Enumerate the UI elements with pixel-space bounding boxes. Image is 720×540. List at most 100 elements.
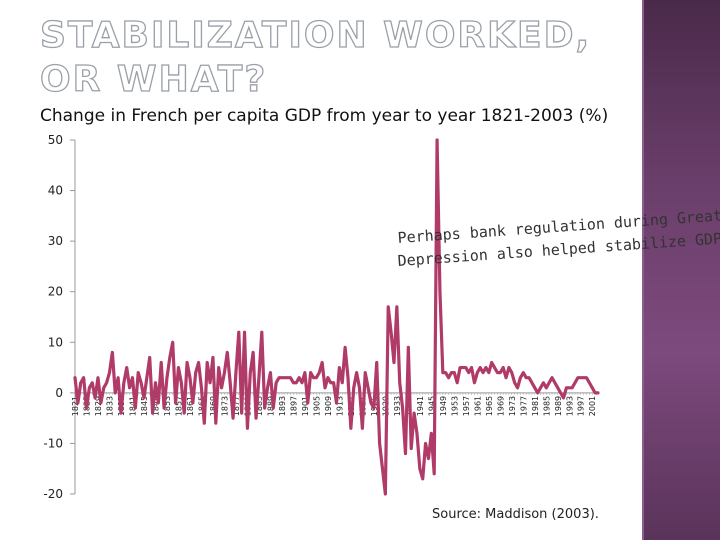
data-point (237, 331, 240, 333)
data-point (183, 412, 185, 414)
data-point (246, 427, 249, 430)
data-point (249, 371, 252, 374)
data-point (97, 376, 99, 379)
data-point (519, 376, 522, 379)
data-point (577, 376, 579, 379)
data-point (131, 376, 134, 379)
data-point (485, 366, 487, 369)
data-point (508, 366, 510, 369)
y-tick-label: 10 (48, 335, 63, 349)
data-point (444, 371, 447, 374)
data-point (591, 387, 594, 389)
x-tick-label: 1977 (519, 396, 528, 416)
slide-title: STABILIZATION WORKED, OR WHAT? (39, 14, 591, 102)
data-point (148, 356, 151, 359)
data-point (289, 376, 292, 379)
data-point (327, 376, 329, 379)
x-tick-label: 1949 (439, 396, 448, 416)
x-tick-label: 1953 (450, 396, 459, 416)
x-tick-label: 1913 (335, 396, 344, 416)
data-point (499, 371, 502, 374)
data-point (335, 402, 338, 404)
data-point (579, 376, 582, 379)
data-point (143, 397, 145, 399)
x-tick-label: 1893 (278, 396, 287, 416)
x-tick-label: 1901 (301, 396, 310, 416)
data-point (306, 402, 309, 404)
data-point (332, 381, 335, 384)
data-point (275, 381, 277, 384)
y-tick-label: 50 (48, 133, 63, 147)
x-tick-label: 1821 (71, 396, 80, 416)
x-tick-label: 1981 (531, 396, 540, 416)
data-point (574, 381, 576, 384)
x-tick-label: 1961 (473, 396, 482, 416)
x-tick-label: 1909 (324, 396, 333, 416)
data-point (419, 467, 421, 470)
y-tick-label: 40 (48, 184, 63, 198)
x-tick-label: 1945 (427, 396, 436, 416)
slide-title-line-2: OR WHAT? (39, 58, 268, 100)
data-point (240, 412, 243, 414)
data-point (559, 392, 562, 394)
x-tick-label: 1897 (289, 396, 298, 416)
data-point (329, 381, 332, 384)
data-point (111, 351, 114, 354)
data-point (263, 407, 266, 409)
data-point (137, 371, 140, 374)
x-tick-label: 1965 (485, 396, 494, 416)
data-point (496, 371, 499, 374)
data-point (102, 387, 105, 389)
x-tick-label: 2001 (588, 396, 597, 416)
data-point (117, 376, 119, 379)
x-tick-label: 1829 (94, 396, 103, 416)
data-point (100, 402, 102, 404)
x-tick-label: 1957 (462, 396, 471, 416)
data-point (258, 376, 260, 379)
data-point (91, 381, 94, 384)
data-point (255, 417, 257, 419)
data-point (223, 371, 226, 374)
data-point (79, 381, 82, 384)
data-point (588, 381, 591, 384)
data-point (180, 381, 183, 384)
x-tick-label: 1905 (312, 396, 321, 416)
x-tick-label: 1969 (496, 396, 505, 416)
data-point (390, 331, 392, 333)
data-point (189, 376, 191, 379)
data-point (545, 387, 548, 389)
data-point (169, 356, 171, 359)
data-point (77, 402, 79, 404)
data-point (421, 478, 424, 480)
data-point (209, 381, 211, 384)
data-point (243, 331, 246, 333)
decorative-side-panel (642, 0, 720, 540)
data-point (456, 381, 458, 384)
data-point (281, 376, 283, 379)
data-point (154, 381, 157, 384)
x-tick-label: 1985 (542, 396, 551, 416)
data-point (505, 376, 507, 379)
data-point (260, 331, 263, 333)
x-tick-label: 1889 (266, 396, 275, 416)
x-tick-label: 1989 (554, 396, 563, 416)
data-point (350, 427, 352, 430)
data-point (105, 381, 108, 384)
data-point (283, 376, 286, 379)
data-point (539, 387, 542, 389)
data-point (410, 447, 413, 450)
data-point (493, 366, 496, 369)
data-point (171, 341, 174, 344)
y-tick-label: -20 (43, 487, 63, 501)
data-point (453, 371, 456, 374)
data-point (393, 361, 395, 364)
x-tick-label: 1885 (255, 396, 264, 416)
data-point (229, 381, 231, 384)
x-tick-label: 1853 (163, 396, 172, 416)
data-point (120, 412, 122, 414)
data-point (318, 371, 321, 374)
x-tick-label: 1973 (508, 396, 517, 416)
data-point (482, 371, 484, 374)
data-point (166, 376, 168, 379)
